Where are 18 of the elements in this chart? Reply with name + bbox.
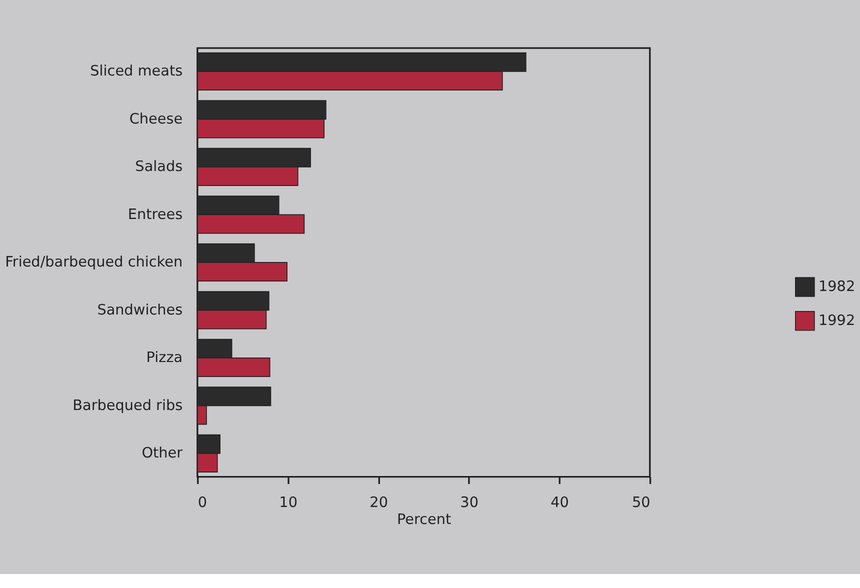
x-axis-title: Percent	[396, 512, 452, 528]
y-tick-label: Entrees	[128, 206, 183, 223]
x-tick-label: 30	[460, 494, 478, 511]
y-tick-label: Sandwiches	[97, 302, 183, 318]
y-tick-label: Salads	[135, 159, 183, 176]
x-tick-label: 0	[198, 494, 207, 511]
y-tick-label: Cheese	[129, 111, 183, 128]
legend-label: 1992	[818, 313, 856, 330]
y-tick-label: Pizza	[146, 350, 183, 366]
y-tick-label: Other	[142, 446, 183, 462]
x-tick-label: 20	[370, 494, 388, 511]
y-tick-label: Barbequed ribs	[72, 398, 183, 414]
y-tick-label: Fried/barbequed chicken	[5, 254, 183, 271]
x-tick-label: 50	[632, 494, 650, 511]
y-tick-label: Sliced meats	[90, 64, 183, 80]
x-tick-label: 10	[279, 494, 298, 511]
x-tick-label: 40	[550, 494, 569, 511]
legend-label: 1982	[818, 279, 856, 296]
